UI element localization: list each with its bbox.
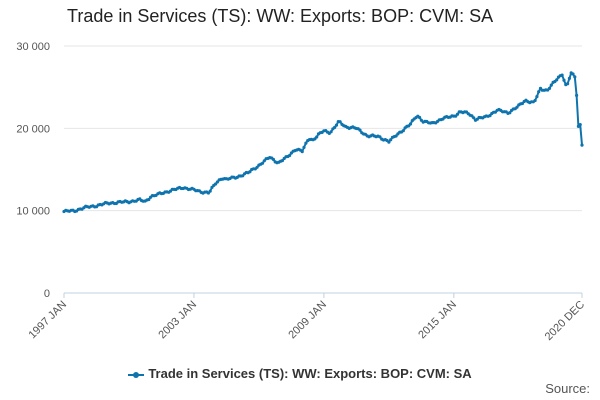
data-point bbox=[302, 145, 306, 149]
data-point bbox=[215, 180, 219, 184]
data-point bbox=[580, 143, 584, 147]
x-tick-label: 1997 JAN bbox=[26, 299, 69, 342]
data-point bbox=[260, 161, 265, 165]
data-point bbox=[537, 90, 541, 94]
data-point bbox=[401, 129, 405, 133]
chart-title: Trade in Services (TS): WW: Exports: BOP… bbox=[67, 6, 494, 26]
legend-label: Trade in Services (TS): WW: Exports: BOP… bbox=[148, 366, 472, 381]
y-tick-label: 20 000 bbox=[16, 123, 50, 135]
data-point bbox=[248, 170, 252, 174]
y-tick-label: 10 000 bbox=[16, 206, 50, 218]
y-tick-label: 0 bbox=[44, 288, 50, 300]
data-point bbox=[387, 140, 391, 144]
source-label: Source: bbox=[545, 381, 590, 396]
data-point bbox=[288, 153, 292, 158]
data-point bbox=[394, 134, 398, 138]
data-point bbox=[329, 130, 333, 134]
x-tick-label: 2020 DEC bbox=[543, 299, 587, 343]
data-point bbox=[560, 73, 564, 77]
data-point bbox=[573, 75, 577, 79]
data-point bbox=[578, 123, 582, 127]
data-point bbox=[333, 125, 337, 129]
legend-swatch bbox=[128, 370, 145, 380]
x-tick-label: 2009 JAN bbox=[286, 299, 329, 342]
data-point bbox=[575, 93, 579, 97]
data-point bbox=[147, 197, 151, 202]
y-tick-label: 30 000 bbox=[16, 41, 50, 53]
data-point bbox=[549, 83, 553, 87]
data-point bbox=[566, 82, 570, 86]
data-point bbox=[515, 105, 519, 109]
legend[interactable]: Trade in Services (TS): WW: Exports: BOP… bbox=[0, 366, 600, 381]
data-point bbox=[408, 122, 413, 126]
data-point bbox=[280, 159, 284, 163]
data-point bbox=[562, 78, 566, 82]
data-point bbox=[262, 159, 266, 163]
data-point bbox=[271, 157, 275, 161]
data-point bbox=[547, 86, 552, 90]
data-point bbox=[488, 114, 492, 118]
data-point bbox=[334, 123, 339, 127]
grid-layer bbox=[64, 45, 582, 294]
data-point bbox=[315, 135, 319, 139]
x-axis-ticks: 1997 JAN 2003 JAN 2009 JAN 2015 JAN 2020 DEC bbox=[26, 293, 587, 343]
data-point bbox=[418, 115, 422, 120]
data-point bbox=[455, 112, 460, 116]
x-tick-label: 2015 JAN bbox=[416, 299, 459, 342]
x-tick-label: 2003 JAN bbox=[156, 299, 199, 342]
data-point bbox=[508, 111, 512, 115]
data-point bbox=[567, 76, 572, 80]
data-point bbox=[338, 120, 342, 124]
data-point bbox=[555, 78, 559, 82]
data-point bbox=[571, 72, 575, 76]
data-point bbox=[304, 141, 308, 145]
y-axis-ticks: 0 10 000 20 000 30 000 bbox=[16, 41, 50, 300]
series-layer bbox=[62, 71, 584, 214]
series-line bbox=[63, 71, 583, 213]
data-point bbox=[255, 165, 259, 169]
data-point bbox=[533, 98, 537, 103]
data-point bbox=[378, 135, 382, 139]
data-point bbox=[389, 138, 393, 142]
data-point bbox=[535, 95, 539, 99]
data-point bbox=[358, 128, 362, 132]
data-point bbox=[472, 116, 476, 120]
data-point bbox=[208, 189, 212, 193]
data-point bbox=[300, 150, 304, 154]
